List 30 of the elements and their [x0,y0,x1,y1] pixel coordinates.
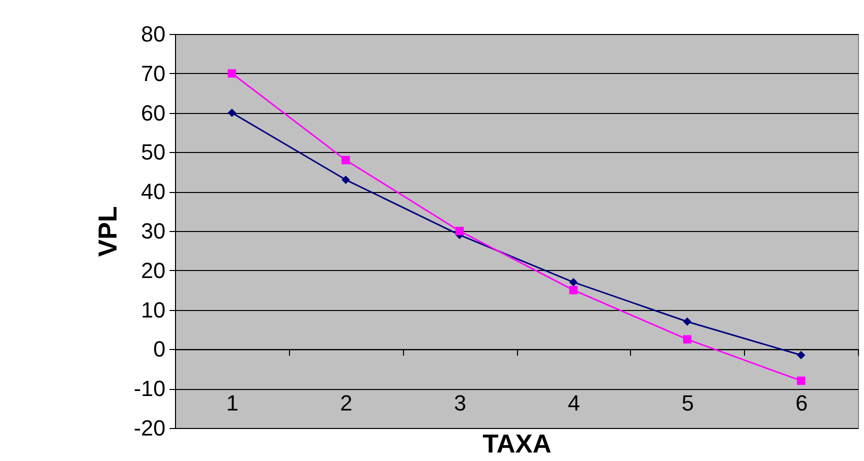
y-tick-label: 60 [141,100,166,126]
x-tick-label: 5 [682,390,694,416]
y-tick-label: -10 [134,376,166,402]
y-tick-label: -20 [134,416,166,440]
point [683,335,692,344]
point [569,278,578,286]
x-tick-label: 4 [568,390,580,416]
y-axis-title: VPL [92,206,123,257]
y-tick-label: 10 [141,297,166,322]
y-tick-label: 0 [153,336,166,362]
point [228,69,236,78]
point [342,156,350,164]
point [342,176,350,184]
y-tick-label: 80 [141,22,166,46]
point [796,350,806,360]
y-tick-label: 70 [141,60,166,86]
y-tick-label: 40 [141,179,166,204]
x-tick-label: 2 [340,390,352,416]
y-tick-label: 30 [141,218,166,244]
y-tick-label: 50 [141,140,166,165]
point [796,376,806,385]
point [683,317,692,326]
point [569,286,578,294]
x-tick-label: 6 [795,390,808,416]
x-axis-title: TAXA [482,428,552,458]
point [455,226,464,236]
x-tick-label: 3 [454,390,466,416]
x-tick-label: 1 [226,390,239,416]
y-tick-label: 20 [141,258,166,283]
point [228,108,236,117]
